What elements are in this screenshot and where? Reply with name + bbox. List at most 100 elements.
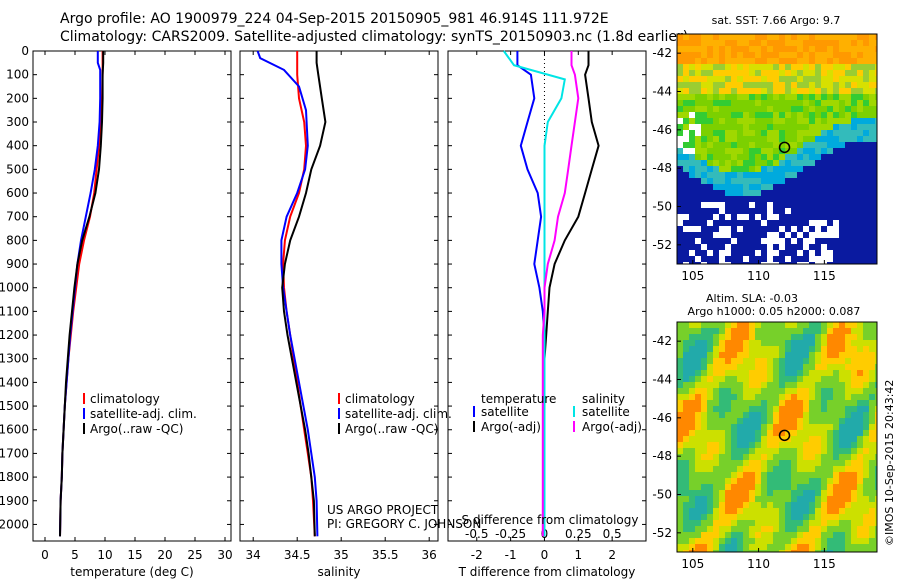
- series-line-argo-raw-qc-: [59, 51, 105, 537]
- x-tick-label: 2: [608, 548, 616, 562]
- y-tick-label: 1500: [0, 399, 29, 413]
- x-tick-label: 10: [97, 548, 112, 562]
- map-y-tick-label: -52: [652, 238, 672, 252]
- legend-satellite-label: satellite-adj. clim.: [345, 407, 452, 421]
- legend-t-satellite-label: satellite: [481, 405, 529, 419]
- legend-argo-label: Argo(..raw -QC): [90, 422, 183, 436]
- temperature-panel-frame: [32, 50, 232, 542]
- x-tick-label: 25: [187, 548, 202, 562]
- y-tick-label: 700: [6, 210, 29, 224]
- sst-map-frame: [676, 33, 878, 265]
- x-tick-label: 1: [574, 548, 582, 562]
- map-y-tick-label: -42: [652, 46, 672, 60]
- y-tick-label: 1800: [0, 470, 29, 484]
- x-tick-label: 36: [422, 548, 437, 562]
- y-tick-label: 400: [6, 139, 29, 153]
- sst-map-cells: [677, 34, 877, 264]
- sla-map-subtitle: Argo h1000: 0.05 h2000: 0.087: [688, 305, 861, 318]
- salinity-axis-label: salinity: [317, 565, 360, 579]
- title-line-2: Climatology: CARS2009. Satellite-adjuste…: [60, 29, 689, 45]
- x-tick-label: 35.5: [372, 548, 399, 562]
- series-line-temperature-satellite: [516, 51, 546, 537]
- legend-s-argo-label: Argo(-adj): [582, 420, 642, 434]
- series-line-argo-raw-qc-: [281, 51, 327, 537]
- series-line-temperature-argo-adj-: [543, 51, 600, 537]
- map-y-tick-label: -50: [652, 488, 672, 502]
- series-line-salinity-argo-adj-: [541, 51, 580, 537]
- map-y-tick-label: -46: [652, 411, 672, 425]
- y-tick-label: 600: [6, 186, 29, 200]
- y-tick-label: 1100: [0, 304, 29, 318]
- argo-position-marker: [778, 429, 791, 442]
- x2-tick-label: -0.25: [495, 527, 526, 541]
- t-difference-axis-label: T difference from climatology: [458, 565, 636, 579]
- map-x-tick-label: 115: [813, 557, 836, 571]
- legend-climatology-label: climatology: [90, 392, 160, 406]
- s-difference-axis-label: S difference from climatology: [462, 513, 639, 527]
- y-tick-label: 200: [6, 91, 29, 105]
- difference-legend: temperature satellite Argo(-adj) salinit…: [473, 392, 642, 434]
- pi-annotation: PI: GREGORY C. JOHNSON: [327, 517, 481, 531]
- y-tick-label: 0: [21, 44, 29, 58]
- y-tick-label: 900: [6, 257, 29, 271]
- y-tick-label: 1000: [0, 281, 29, 295]
- map-y-tick-label: -48: [652, 161, 672, 175]
- x-tick-label: 35: [334, 548, 349, 562]
- imos-timestamp: ©IMOS 10-Sep-2015 20:43:42: [883, 379, 896, 546]
- legend-climatology-label: climatology: [345, 392, 415, 406]
- map-y-tick-label: -44: [652, 85, 672, 99]
- map-x-tick-label: 105: [681, 557, 704, 571]
- sla-map-title: Altim. SLA: -0.03: [706, 292, 798, 305]
- series-line-salinity-satellite: [502, 50, 566, 537]
- map-y-tick-label: -48: [652, 449, 672, 463]
- map-y-tick-label: -46: [652, 123, 672, 137]
- y-tick-label: 1300: [0, 352, 29, 366]
- x-tick-label: -1: [505, 548, 517, 562]
- project-annotation: US ARGO PROJECT: [327, 503, 439, 517]
- map-x-tick-label: 105: [681, 269, 704, 283]
- x-tick-label: 34.5: [284, 548, 311, 562]
- map-x-tick-label: 110: [747, 269, 770, 283]
- series-line-satellite-adj-clim-: [256, 50, 319, 537]
- difference-panel-frame: [447, 50, 647, 542]
- x-tick-label: 5: [71, 548, 79, 562]
- y-tick-label: 800: [6, 233, 29, 247]
- map-y-tick-label: -44: [652, 373, 672, 387]
- legend-satellite-label: satellite-adj. clim.: [90, 407, 197, 421]
- y-tick-label: 1400: [0, 375, 29, 389]
- y-tick-label: 1600: [0, 423, 29, 437]
- legend-argo-label: Argo(..raw -QC): [345, 422, 438, 436]
- legend-temperature-heading: temperature: [481, 392, 556, 406]
- map-y-tick-label: -52: [652, 526, 672, 540]
- x-tick-label: 30: [217, 548, 232, 562]
- temperature-axis-label: temperature (deg C): [70, 565, 193, 579]
- x-tick-label: 15: [127, 548, 142, 562]
- argo-position-marker: [778, 141, 791, 154]
- series-line-satellite-adj-clim-: [59, 51, 102, 537]
- map-y-tick-label: -50: [652, 200, 672, 214]
- y-tick-label: 500: [6, 162, 29, 176]
- x2-tick-label: 0.5: [603, 527, 622, 541]
- y-tick-label: 100: [6, 68, 29, 82]
- map-y-tick-label: -42: [652, 334, 672, 348]
- temperature-legend: climatology satellite-adj. clim. Argo(..…: [83, 392, 197, 436]
- y-tick-label: 1700: [0, 446, 29, 460]
- legend-salinity-heading: salinity: [582, 392, 625, 406]
- y-tick-label: 1900: [0, 494, 29, 508]
- x-tick-label: -2: [471, 548, 483, 562]
- salinity-legend: climatology satellite-adj. clim. Argo(..…: [338, 392, 452, 436]
- x2-tick-label: -0.5: [465, 527, 488, 541]
- salinity-panel-frame: [239, 50, 439, 542]
- x-tick-label: 0: [541, 548, 549, 562]
- x2-tick-label: 0.25: [565, 527, 592, 541]
- y-tick-label: 1200: [0, 328, 29, 342]
- x-tick-label: 20: [157, 548, 172, 562]
- sla-map-cells: [677, 322, 877, 552]
- sst-map-title: sat. SST: 7.66 Argo: 9.7: [712, 14, 841, 27]
- sla-map-frame: [676, 321, 878, 553]
- y-tick-label: 300: [6, 115, 29, 129]
- map-x-tick-label: 115: [813, 269, 836, 283]
- y-tick-label: 2000: [0, 517, 29, 531]
- legend-s-satellite-label: satellite: [582, 405, 630, 419]
